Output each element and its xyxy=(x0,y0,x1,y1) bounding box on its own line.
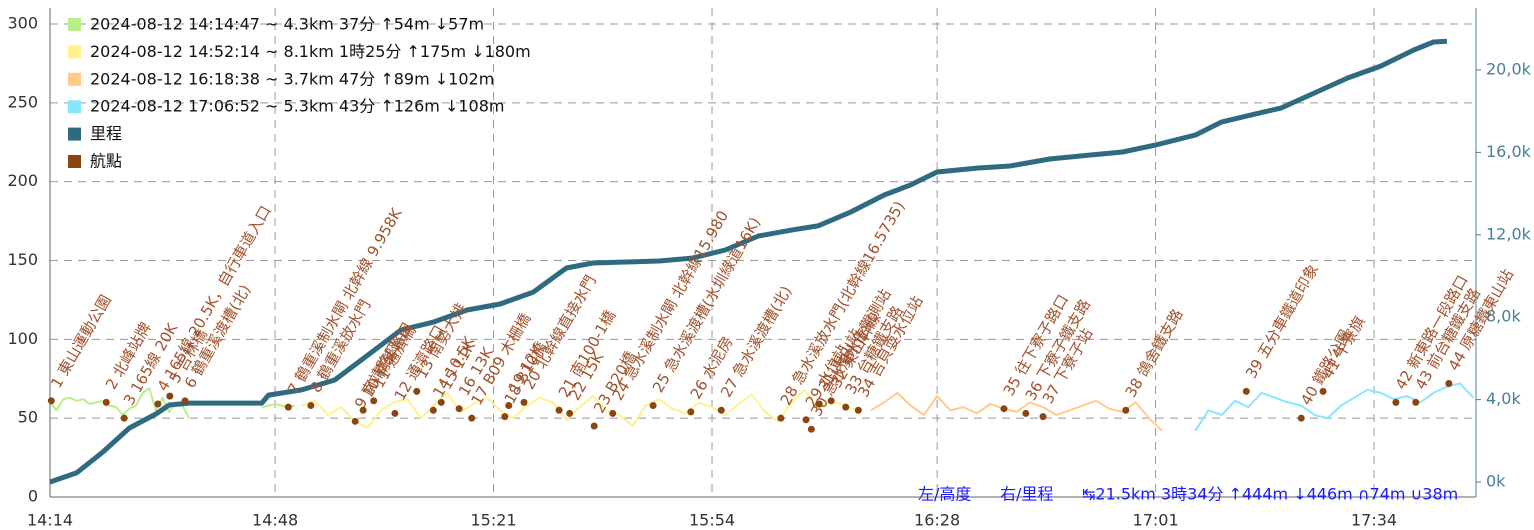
waypoint xyxy=(455,405,463,413)
legend-label: 里程 xyxy=(90,124,122,143)
legend-swatch xyxy=(68,155,81,168)
y-tick-label: 300 xyxy=(7,14,38,33)
x-tick-label: 14:48 xyxy=(252,511,298,530)
waypoint xyxy=(777,414,785,422)
y-tick-label: 200 xyxy=(7,171,38,190)
summary-annotation: 左/高度 xyxy=(918,485,971,504)
legend-label: 2024-08-12 17:06:52 ~ 5.3km 43分 ↑126m ↓1… xyxy=(90,97,505,116)
waypoint xyxy=(413,387,421,395)
waypoint xyxy=(566,409,574,417)
legend-label: 航點 xyxy=(90,152,122,171)
legend-swatch xyxy=(68,18,81,31)
y2-tick-label: 4,0k xyxy=(1486,389,1521,408)
y2-tick-label: 0k xyxy=(1486,472,1506,491)
y2-tick-label: 8,0k xyxy=(1486,307,1521,326)
waypoint xyxy=(555,406,563,414)
waypoint xyxy=(102,398,110,406)
waypoint xyxy=(468,414,476,422)
waypoint xyxy=(1445,379,1453,387)
waypoint xyxy=(609,409,617,417)
waypoint xyxy=(120,414,128,422)
x-tick-label: 14:14 xyxy=(27,511,73,530)
y-tick-label: 50 xyxy=(18,408,38,427)
waypoint xyxy=(1297,414,1305,422)
waypoint xyxy=(307,402,315,410)
waypoint xyxy=(1022,409,1030,417)
waypoint xyxy=(166,392,174,400)
waypoint xyxy=(1412,398,1420,406)
waypoint xyxy=(391,409,399,417)
waypoint xyxy=(1242,387,1250,395)
waypoint xyxy=(687,408,695,416)
waypoint xyxy=(1000,405,1008,413)
waypoint-label: 1 東山運動公園 xyxy=(47,292,115,391)
y-tick-label: 250 xyxy=(7,92,38,111)
y2-tick-label: 12,0k xyxy=(1486,224,1532,243)
x-tick-label: 17:34 xyxy=(1351,511,1397,530)
waypoint xyxy=(842,403,850,411)
legend-swatch xyxy=(68,72,81,86)
elevation-line xyxy=(1194,382,1475,432)
legend-label: 2024-08-12 16:18:38 ~ 3.7km 47分 ↑89m ↓10… xyxy=(90,69,494,88)
x-tick-label: 16:28 xyxy=(914,511,960,530)
waypoint xyxy=(47,397,55,405)
distance-line xyxy=(49,38,1448,485)
waypoint xyxy=(370,397,378,405)
waypoint xyxy=(1039,413,1047,421)
waypoint xyxy=(717,406,725,414)
waypoint-label: 38 鴿舍鐵支路 xyxy=(1122,306,1187,401)
summary-annotation: ↹21.5km 3時34分 ↑444m ↓446m ∩74m ∪38m xyxy=(1082,485,1458,504)
waypoint xyxy=(854,406,862,414)
waypoint xyxy=(181,397,189,405)
waypoint xyxy=(1319,387,1327,395)
legend-swatch xyxy=(68,100,81,114)
x-tick-label: 15:54 xyxy=(689,511,735,530)
waypoint xyxy=(802,416,810,424)
y-tick-label: 100 xyxy=(7,329,38,348)
elevation-line xyxy=(301,388,859,429)
y-tick-label: 150 xyxy=(7,250,38,269)
y2-tick-label: 16,0k xyxy=(1486,142,1532,161)
waypoint xyxy=(520,398,528,406)
waypoint xyxy=(815,400,823,408)
y2-tick-label: 20,0k xyxy=(1486,60,1532,79)
waypoint xyxy=(649,402,657,410)
x-tick-label: 17:01 xyxy=(1133,511,1179,530)
waypoint xyxy=(351,417,359,425)
waypoint xyxy=(284,403,292,411)
legend-swatch xyxy=(68,45,81,59)
waypoint xyxy=(154,400,162,408)
waypoint xyxy=(590,422,598,430)
legend-label: 2024-08-12 14:14:47 ~ 4.3km 37分 ↑54m ↓57… xyxy=(90,15,484,34)
waypoint xyxy=(359,406,367,414)
summary-annotation: 右/里程 xyxy=(1000,485,1053,504)
waypoint xyxy=(501,413,509,421)
waypoint xyxy=(1122,406,1130,414)
legend-swatch xyxy=(68,127,81,141)
waypoint-label: 39 五分車鐵道印象 xyxy=(1242,261,1322,382)
waypoint xyxy=(827,397,835,405)
waypoint xyxy=(807,425,815,433)
elevation-line xyxy=(870,391,1163,432)
waypoint xyxy=(1392,398,1400,406)
waypoint xyxy=(505,402,513,410)
y-tick-label: 0 xyxy=(28,487,38,506)
waypoint xyxy=(437,398,445,406)
waypoint xyxy=(429,406,437,414)
legend-label: 2024-08-12 14:52:14 ~ 8.1km 1時25分 ↑175m … xyxy=(90,42,531,61)
x-tick-label: 15:21 xyxy=(471,511,517,530)
